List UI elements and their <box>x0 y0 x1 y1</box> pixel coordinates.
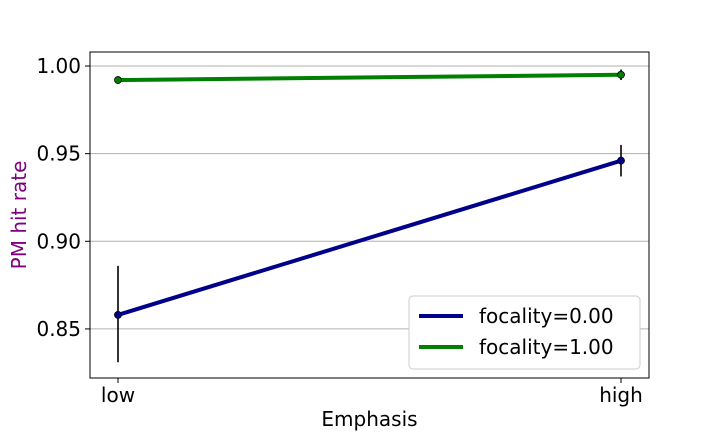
series-focality-1-00 <box>114 69 625 84</box>
y-tick-label: 0.85 <box>36 317 81 341</box>
y-tick-label: 0.90 <box>36 229 81 253</box>
legend-label: focality=0.00 <box>479 304 614 328</box>
legend: focality=0.00 focality=1.00 <box>408 295 641 370</box>
y-axis: 0.85 0.90 0.95 1.00 <box>36 54 90 341</box>
series-line <box>117 72 622 83</box>
series-line <box>117 158 622 317</box>
grid-lines <box>90 65 649 330</box>
y-tick-label: 1.00 <box>36 54 81 78</box>
legend-frame <box>408 295 641 370</box>
plot-area-frame <box>89 51 650 379</box>
data-point <box>114 76 122 84</box>
series-focality-0-00 <box>114 144 625 363</box>
y-tick-label: 0.95 <box>36 142 81 166</box>
x-tick-label: low <box>101 383 135 407</box>
legend-label: focality=1.00 <box>479 335 614 359</box>
x-axis: low high <box>101 378 643 407</box>
x-axis-title: Emphasis <box>321 407 417 431</box>
data-point <box>114 311 122 319</box>
y-axis-title: PM hit rate <box>7 161 31 270</box>
data-point <box>617 70 625 79</box>
x-tick-label: high <box>599 383 643 407</box>
data-point <box>617 156 625 165</box>
series-layer <box>114 69 625 363</box>
